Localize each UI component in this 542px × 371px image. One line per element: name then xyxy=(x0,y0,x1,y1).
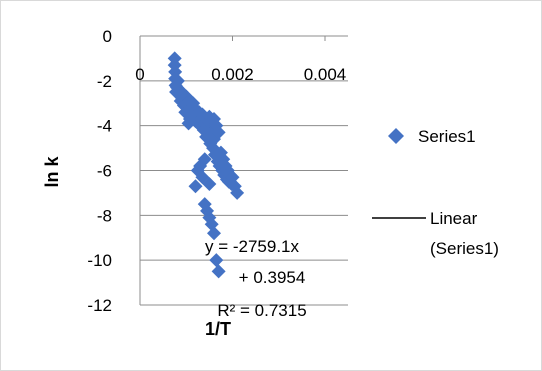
data-point xyxy=(207,226,221,241)
label-layer: 0 -2 -4 -6 -8 -10 -12 0 0.002 0.004 1/T ln k y = -27… xyxy=(42,27,346,339)
data-point xyxy=(202,176,217,191)
legend-label-linear-line: Linear xyxy=(430,209,478,228)
legend-layer: Series1 Linear (Series1) xyxy=(372,127,499,258)
trendline-equation: R² = 0.7315 xyxy=(217,301,306,320)
x-tick-label: 0 xyxy=(135,65,144,84)
y-tick-label: -10 xyxy=(87,251,112,270)
y-tick-label: -2 xyxy=(97,72,112,91)
trendline-equation: y = -2759.1x xyxy=(205,237,300,256)
y-tick-label: -4 xyxy=(97,117,112,136)
data-point xyxy=(170,73,185,88)
data-point xyxy=(230,185,245,200)
y-tick-label: 0 xyxy=(103,27,112,46)
y-tick-label: -12 xyxy=(87,296,112,315)
legend-label-linear: Linear (Series1) xyxy=(430,209,499,258)
point-layer xyxy=(167,51,245,279)
legend-label-series1: Series1 xyxy=(418,127,476,146)
x-tick-label: 0.002 xyxy=(211,65,254,84)
data-point xyxy=(209,253,224,268)
data-point xyxy=(209,118,224,133)
x-tick-label: 0.004 xyxy=(304,65,347,84)
x-axis-title: 1/T xyxy=(205,319,231,339)
y-tick-label: -6 xyxy=(97,162,112,181)
data-point xyxy=(183,107,198,122)
data-point xyxy=(211,125,226,140)
axis-layer xyxy=(139,35,348,305)
legend-marker-series1 xyxy=(388,128,404,144)
data-point xyxy=(188,179,203,194)
trendline-equation: + 0.3954 xyxy=(239,268,306,287)
y-tick-label: -8 xyxy=(97,206,112,225)
y-axis-title: ln k xyxy=(42,156,62,188)
data-point xyxy=(211,264,226,279)
legend-label-linear-line: (Series1) xyxy=(430,239,499,258)
